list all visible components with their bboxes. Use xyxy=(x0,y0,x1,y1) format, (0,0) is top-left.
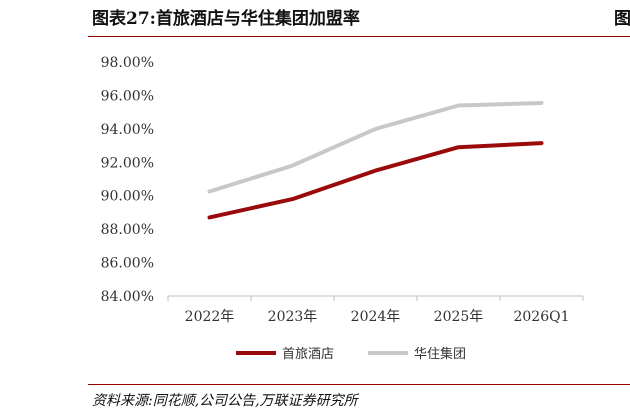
legend-label: 首旅酒店 xyxy=(282,347,334,362)
y-tick-label: 86.00% xyxy=(101,256,154,272)
x-tick-label: 2024年 xyxy=(351,309,401,325)
y-axis: 84.00% 86.00% 88.00% 90.00% 92.00% 94.00% 96.0… xyxy=(101,55,154,305)
series-line-1 xyxy=(207,101,544,194)
x-tick-label: 2026Q1 xyxy=(513,309,569,325)
figure-title: 图表27:首旅酒店与华住集团加盟率 xyxy=(92,9,360,29)
source-note: 资料来源:同花顺,公司公告,万联证券研究所 xyxy=(92,393,358,409)
x-tick-label: 2025年 xyxy=(434,309,484,325)
series-line-0 xyxy=(207,141,544,220)
y-tick-label: 84.00% xyxy=(101,289,154,305)
y-tick-label: 92.00% xyxy=(101,155,154,171)
legend-label: 华住集团 xyxy=(414,346,466,362)
corner-glyph: 图 xyxy=(614,9,630,29)
y-tick-label: 96.00% xyxy=(101,88,154,104)
y-tick-label: 98.00% xyxy=(101,55,154,71)
x-tick-label: 2023年 xyxy=(268,309,318,325)
legend: 首旅酒店 华住集团 xyxy=(236,346,466,362)
x-tick-label: 2022年 xyxy=(185,309,235,325)
series-layer xyxy=(207,101,544,220)
line-chart: 84.00% 86.00% 88.00% 90.00% 92.00% 94.00% 96.0… xyxy=(101,55,584,362)
y-tick-label: 88.00% xyxy=(101,222,154,238)
source-rule xyxy=(88,384,630,385)
x-axis: 2022年 2023年 2024年 2025年 2026Q1 xyxy=(167,295,584,325)
y-tick-label: 90.00% xyxy=(101,189,154,205)
y-tick-label: 94.00% xyxy=(101,122,154,138)
title-rule xyxy=(88,36,630,37)
